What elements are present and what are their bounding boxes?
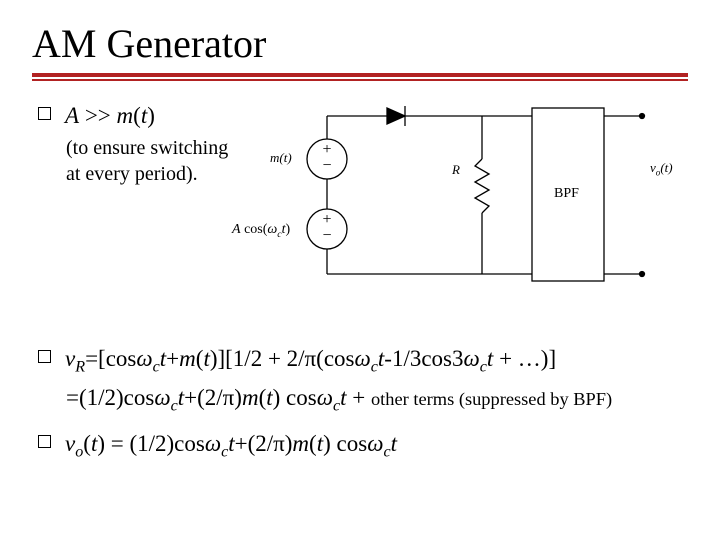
label-mt: m(t) [270, 150, 292, 166]
bullet-box-icon [38, 435, 51, 448]
label-bpf: BPF [554, 186, 579, 202]
bullet-2-line2: =(1/2)cosωct+(2/π)m(t) cosωct + other te… [66, 382, 688, 417]
plus-icon: + [322, 141, 331, 158]
bullet-3: vo(t) = (1/2)cosωct+(2/π)m(t) cosωct [38, 428, 688, 463]
svg-text:+: + [322, 211, 331, 228]
bullet-2: vR=[cosωct+m(t)][1/2 + 2/π(cosωct-1/3cos… [38, 343, 688, 378]
page-title: AM Generator [32, 20, 688, 67]
bullet-box-icon [38, 107, 51, 120]
title-rule [32, 73, 688, 82]
minus-icon: − [322, 157, 331, 174]
label-vo: vo(t) [650, 160, 673, 178]
bullet-1-main: A >> m(t) [65, 103, 155, 128]
label-acos: A cos(ωct) [232, 222, 290, 240]
bullet-3-text: vo(t) = (1/2)cosωct+(2/π)m(t) cosωct [65, 428, 688, 463]
label-r: R [452, 162, 460, 178]
svg-text:−: − [322, 227, 331, 244]
bullet-box-icon [38, 350, 51, 363]
bullet-2-line1: vR=[cosωct+m(t)][1/2 + 2/π(cosωct-1/3cos… [65, 343, 688, 378]
circuit-diagram: + − + − [232, 104, 690, 304]
